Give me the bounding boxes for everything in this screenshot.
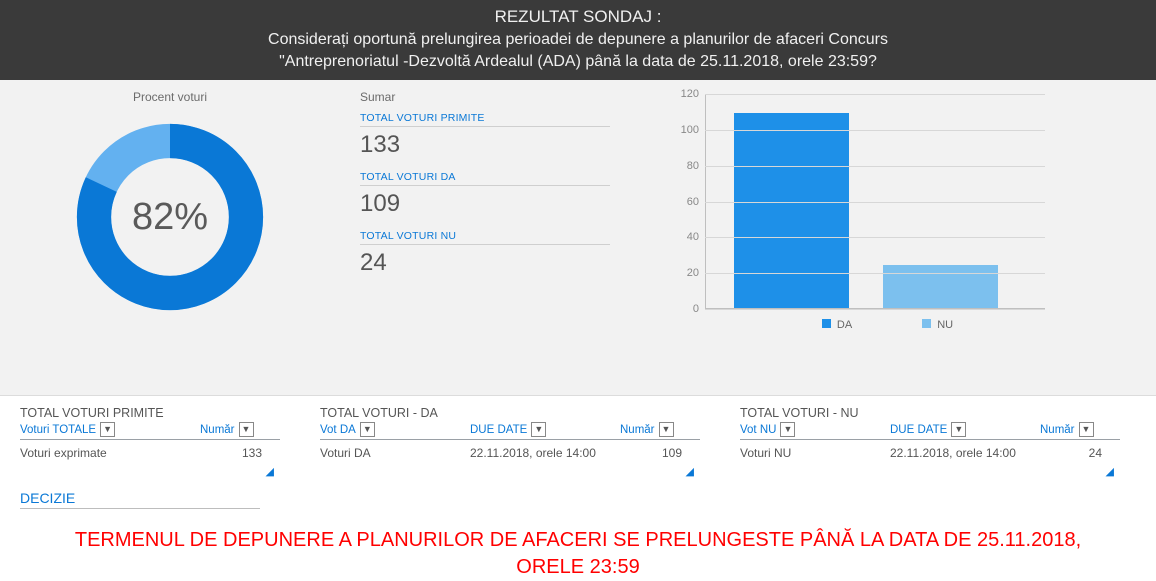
dropdown-icon[interactable]: ▼ bbox=[1079, 422, 1094, 437]
cell: Voturi exprimate bbox=[20, 446, 194, 460]
summary-item-0-value: 133 bbox=[360, 127, 610, 161]
resize-corner-icon[interactable]: ◢ bbox=[320, 465, 700, 478]
table-nu: TOTAL VOTURI - NU Vot NU▼ DUE DATE▼ Numă… bbox=[740, 406, 1120, 478]
th-due-date: DUE DATE▼ bbox=[890, 422, 1034, 437]
donut-percent-text: 82% bbox=[75, 122, 265, 312]
th-numar: Număr▼ bbox=[200, 422, 280, 437]
bar-legend: DA NU bbox=[705, 319, 1070, 331]
cell: 109 bbox=[620, 446, 700, 460]
final-decision-text: TERMENUL DE DEPUNERE A PLANURILOR DE AFA… bbox=[0, 509, 1156, 581]
tables-row: TOTAL VOTURI PRIMITE Voturi TOTALE▼ Numă… bbox=[0, 396, 1156, 478]
summary-item-2-label: TOTAL VOTURI NU bbox=[360, 230, 610, 245]
legend-label-nu: NU bbox=[937, 319, 953, 331]
table-nu-head: Vot NU▼ DUE DATE▼ Număr▼ bbox=[740, 422, 1120, 440]
table-da-head: Vot DA▼ DUE DATE▼ Număr▼ bbox=[320, 422, 700, 440]
dropdown-icon[interactable]: ▼ bbox=[239, 422, 254, 437]
summary-item-0: TOTAL VOTURI PRIMITE 133 bbox=[360, 112, 610, 161]
resize-corner-icon[interactable]: ◢ bbox=[20, 465, 280, 478]
cell: Voturi DA bbox=[320, 446, 464, 460]
cell: 22.11.2018, orele 14:00 bbox=[470, 446, 614, 460]
donut-chart: 82% bbox=[75, 122, 265, 312]
table-total-title: TOTAL VOTURI PRIMITE bbox=[20, 406, 280, 420]
decision-label: DECIZIE bbox=[20, 490, 260, 509]
dashboard-row: Procent voturi 82% Sumar TOTAL VOTURI PR… bbox=[0, 80, 1156, 396]
bar-da bbox=[734, 113, 849, 308]
bar-chart-area: 020406080100120 bbox=[705, 94, 1045, 309]
table-da: TOTAL VOTURI - DA Vot DA▼ DUE DATE▼ Numă… bbox=[320, 406, 700, 478]
legend-swatch-nu bbox=[922, 319, 931, 328]
cell: 133 bbox=[200, 446, 280, 460]
th-numar: Număr▼ bbox=[1040, 422, 1120, 437]
summary-item-0-label: TOTAL VOTURI PRIMITE bbox=[360, 112, 610, 127]
bar-nu bbox=[883, 265, 998, 308]
donut-label: Procent voturi bbox=[20, 90, 320, 104]
donut-panel: Procent voturi 82% bbox=[20, 90, 320, 389]
summary-item-1-label: TOTAL VOTURI DA bbox=[360, 171, 610, 186]
table-row: Voturi NU 22.11.2018, orele 14:00 24 bbox=[740, 440, 1120, 463]
legend-item-nu: NU bbox=[922, 319, 953, 331]
table-total: TOTAL VOTURI PRIMITE Voturi TOTALE▼ Numă… bbox=[20, 406, 280, 478]
cell: Voturi NU bbox=[740, 446, 884, 460]
table-total-head: Voturi TOTALE▼ Număr▼ bbox=[20, 422, 280, 440]
summary-item-1-value: 109 bbox=[360, 186, 610, 220]
legend-swatch-da bbox=[822, 319, 831, 328]
th-vot-da: Vot DA▼ bbox=[320, 422, 464, 437]
header-line2: Considerați oportună prelungirea perioad… bbox=[10, 29, 1146, 51]
summary-label: Sumar bbox=[360, 90, 610, 104]
bar-chart-panel: 020406080100120 DA NU bbox=[650, 90, 1070, 389]
resize-corner-icon[interactable]: ◢ bbox=[740, 465, 1120, 478]
th-voturi-totale: Voturi TOTALE▼ bbox=[20, 422, 194, 437]
dropdown-icon[interactable]: ▼ bbox=[531, 422, 546, 437]
dropdown-icon[interactable]: ▼ bbox=[360, 422, 375, 437]
th-vot-nu: Vot NU▼ bbox=[740, 422, 884, 437]
legend-item-da: DA bbox=[822, 319, 852, 331]
table-row: Voturi exprimate 133 bbox=[20, 440, 280, 463]
header-line1: REZULTAT SONDAJ : bbox=[10, 6, 1146, 29]
cell: 24 bbox=[1040, 446, 1120, 460]
th-due-date: DUE DATE▼ bbox=[470, 422, 614, 437]
legend-label-da: DA bbox=[837, 319, 852, 331]
table-row: Voturi DA 22.11.2018, orele 14:00 109 bbox=[320, 440, 700, 463]
dropdown-icon[interactable]: ▼ bbox=[951, 422, 966, 437]
th-numar: Număr▼ bbox=[620, 422, 700, 437]
table-da-title: TOTAL VOTURI - DA bbox=[320, 406, 700, 420]
summary-item-1: TOTAL VOTURI DA 109 bbox=[360, 171, 610, 220]
dropdown-icon[interactable]: ▼ bbox=[100, 422, 115, 437]
summary-item-2: TOTAL VOTURI NU 24 bbox=[360, 230, 610, 279]
header-line3: "Antreprenoriatul -Dezvoltă Ardealul (AD… bbox=[10, 51, 1146, 73]
cell: 22.11.2018, orele 14:00 bbox=[890, 446, 1034, 460]
summary-item-2-value: 24 bbox=[360, 245, 610, 279]
dropdown-icon[interactable]: ▼ bbox=[780, 422, 795, 437]
poll-header: REZULTAT SONDAJ : Considerați oportună p… bbox=[0, 0, 1156, 80]
summary-panel: Sumar TOTAL VOTURI PRIMITE 133 TOTAL VOT… bbox=[360, 90, 610, 389]
table-nu-title: TOTAL VOTURI - NU bbox=[740, 406, 1120, 420]
dropdown-icon[interactable]: ▼ bbox=[659, 422, 674, 437]
